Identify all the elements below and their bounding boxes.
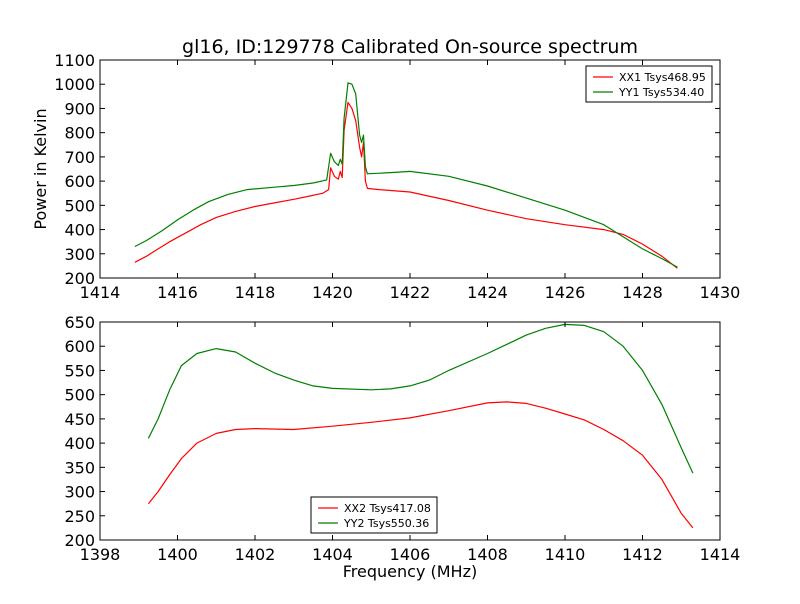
bottom-y-tick-label: 550: [64, 361, 95, 380]
bottom-y-tick-label: 350: [64, 458, 95, 477]
top-x-tick-label: 1428: [622, 283, 663, 302]
top-x-tick-label: 1414: [80, 283, 121, 302]
top-y-tick-label: 400: [64, 221, 95, 240]
top-legend: XX1 Tsys468.95 YY1 Tsys534.40: [585, 65, 713, 103]
top-legend-box: [585, 65, 713, 103]
bottom-legend: XX2 Tsys417.08 YY2 Tsys550.36: [310, 496, 438, 534]
bottom-x-tick-label: 1400: [157, 545, 198, 564]
bottom-series-line-2: [147, 323, 694, 474]
top-y-tick-label: 900: [64, 99, 95, 118]
bottom-series-line-1: [147, 401, 694, 529]
bottom-x-tick-label: 1412: [622, 545, 663, 564]
bottom-x-tick-label: 1398: [80, 545, 121, 564]
bottom-y-tick-label: 400: [64, 434, 95, 453]
bottom-x-tick-label: 1408: [467, 545, 508, 564]
top-y-axis-label: Power in Kelvin: [31, 108, 50, 229]
bottom-legend-label-2: YY2 Tsys550.36: [343, 517, 429, 530]
bottom-y-tick-label: 200: [64, 531, 95, 550]
top-y-tick-label: 600: [64, 172, 95, 191]
top-x-tick-label: 1430: [700, 283, 741, 302]
top-legend-label-1: XX1 Tsys468.95: [619, 71, 706, 84]
bottom-y-tick-label: 650: [64, 313, 95, 332]
bottom-y-tick-label: 600: [64, 337, 95, 356]
bottom-y-tick-label: 250: [64, 507, 95, 526]
top-panel: 1414 1416 1418 1420 1422 1424 1426 1428 1430 200 3…: [54, 51, 740, 302]
bottom-panel: 1398 1400 1402 1404 1406 1408 1410 1412 1414 200 2…: [64, 313, 740, 564]
top-x-tick-label: 1422: [390, 283, 431, 302]
top-y-tick-label: 300: [64, 245, 95, 264]
bottom-x-tick-label: 1402: [235, 545, 276, 564]
bottom-y-tick-label: 300: [64, 483, 95, 502]
bottom-x-tick-label: 1406: [390, 545, 431, 564]
bottom-legend-label-1: XX2 Tsys417.08: [344, 502, 431, 515]
chart-title: gl16, ID:129778 Calibrated On-source spe…: [182, 36, 638, 58]
top-x-tick-label: 1426: [545, 283, 586, 302]
bottom-x-axis-label: Frequency (MHz): [343, 562, 477, 581]
bottom-y-tick-label: 450: [64, 410, 95, 429]
top-series-line-2: [134, 82, 678, 268]
top-y-tick-label: 500: [64, 196, 95, 215]
top-series-line-1: [134, 101, 678, 269]
top-x-tick-label: 1420: [312, 283, 353, 302]
top-x-tick-label: 1424: [467, 283, 508, 302]
top-y-tick-label: 800: [64, 124, 95, 143]
top-y-tick-label: 1000: [54, 75, 95, 94]
top-x-tick-label: 1416: [157, 283, 198, 302]
top-y-tick-label: 1100: [54, 51, 95, 70]
top-x-tick-label: 1418: [235, 283, 276, 302]
bottom-x-tick-label: 1410: [545, 545, 586, 564]
bottom-x-tick-label: 1404: [312, 545, 353, 564]
top-legend-label-2: YY1 Tsys534.40: [618, 86, 704, 99]
bottom-y-tick-label: 500: [64, 386, 95, 405]
top-y-tick-label: 200: [64, 269, 95, 288]
bottom-x-tick-label: 1414: [700, 545, 741, 564]
bottom-legend-box: [310, 496, 438, 534]
top-y-tick-label: 700: [64, 148, 95, 167]
